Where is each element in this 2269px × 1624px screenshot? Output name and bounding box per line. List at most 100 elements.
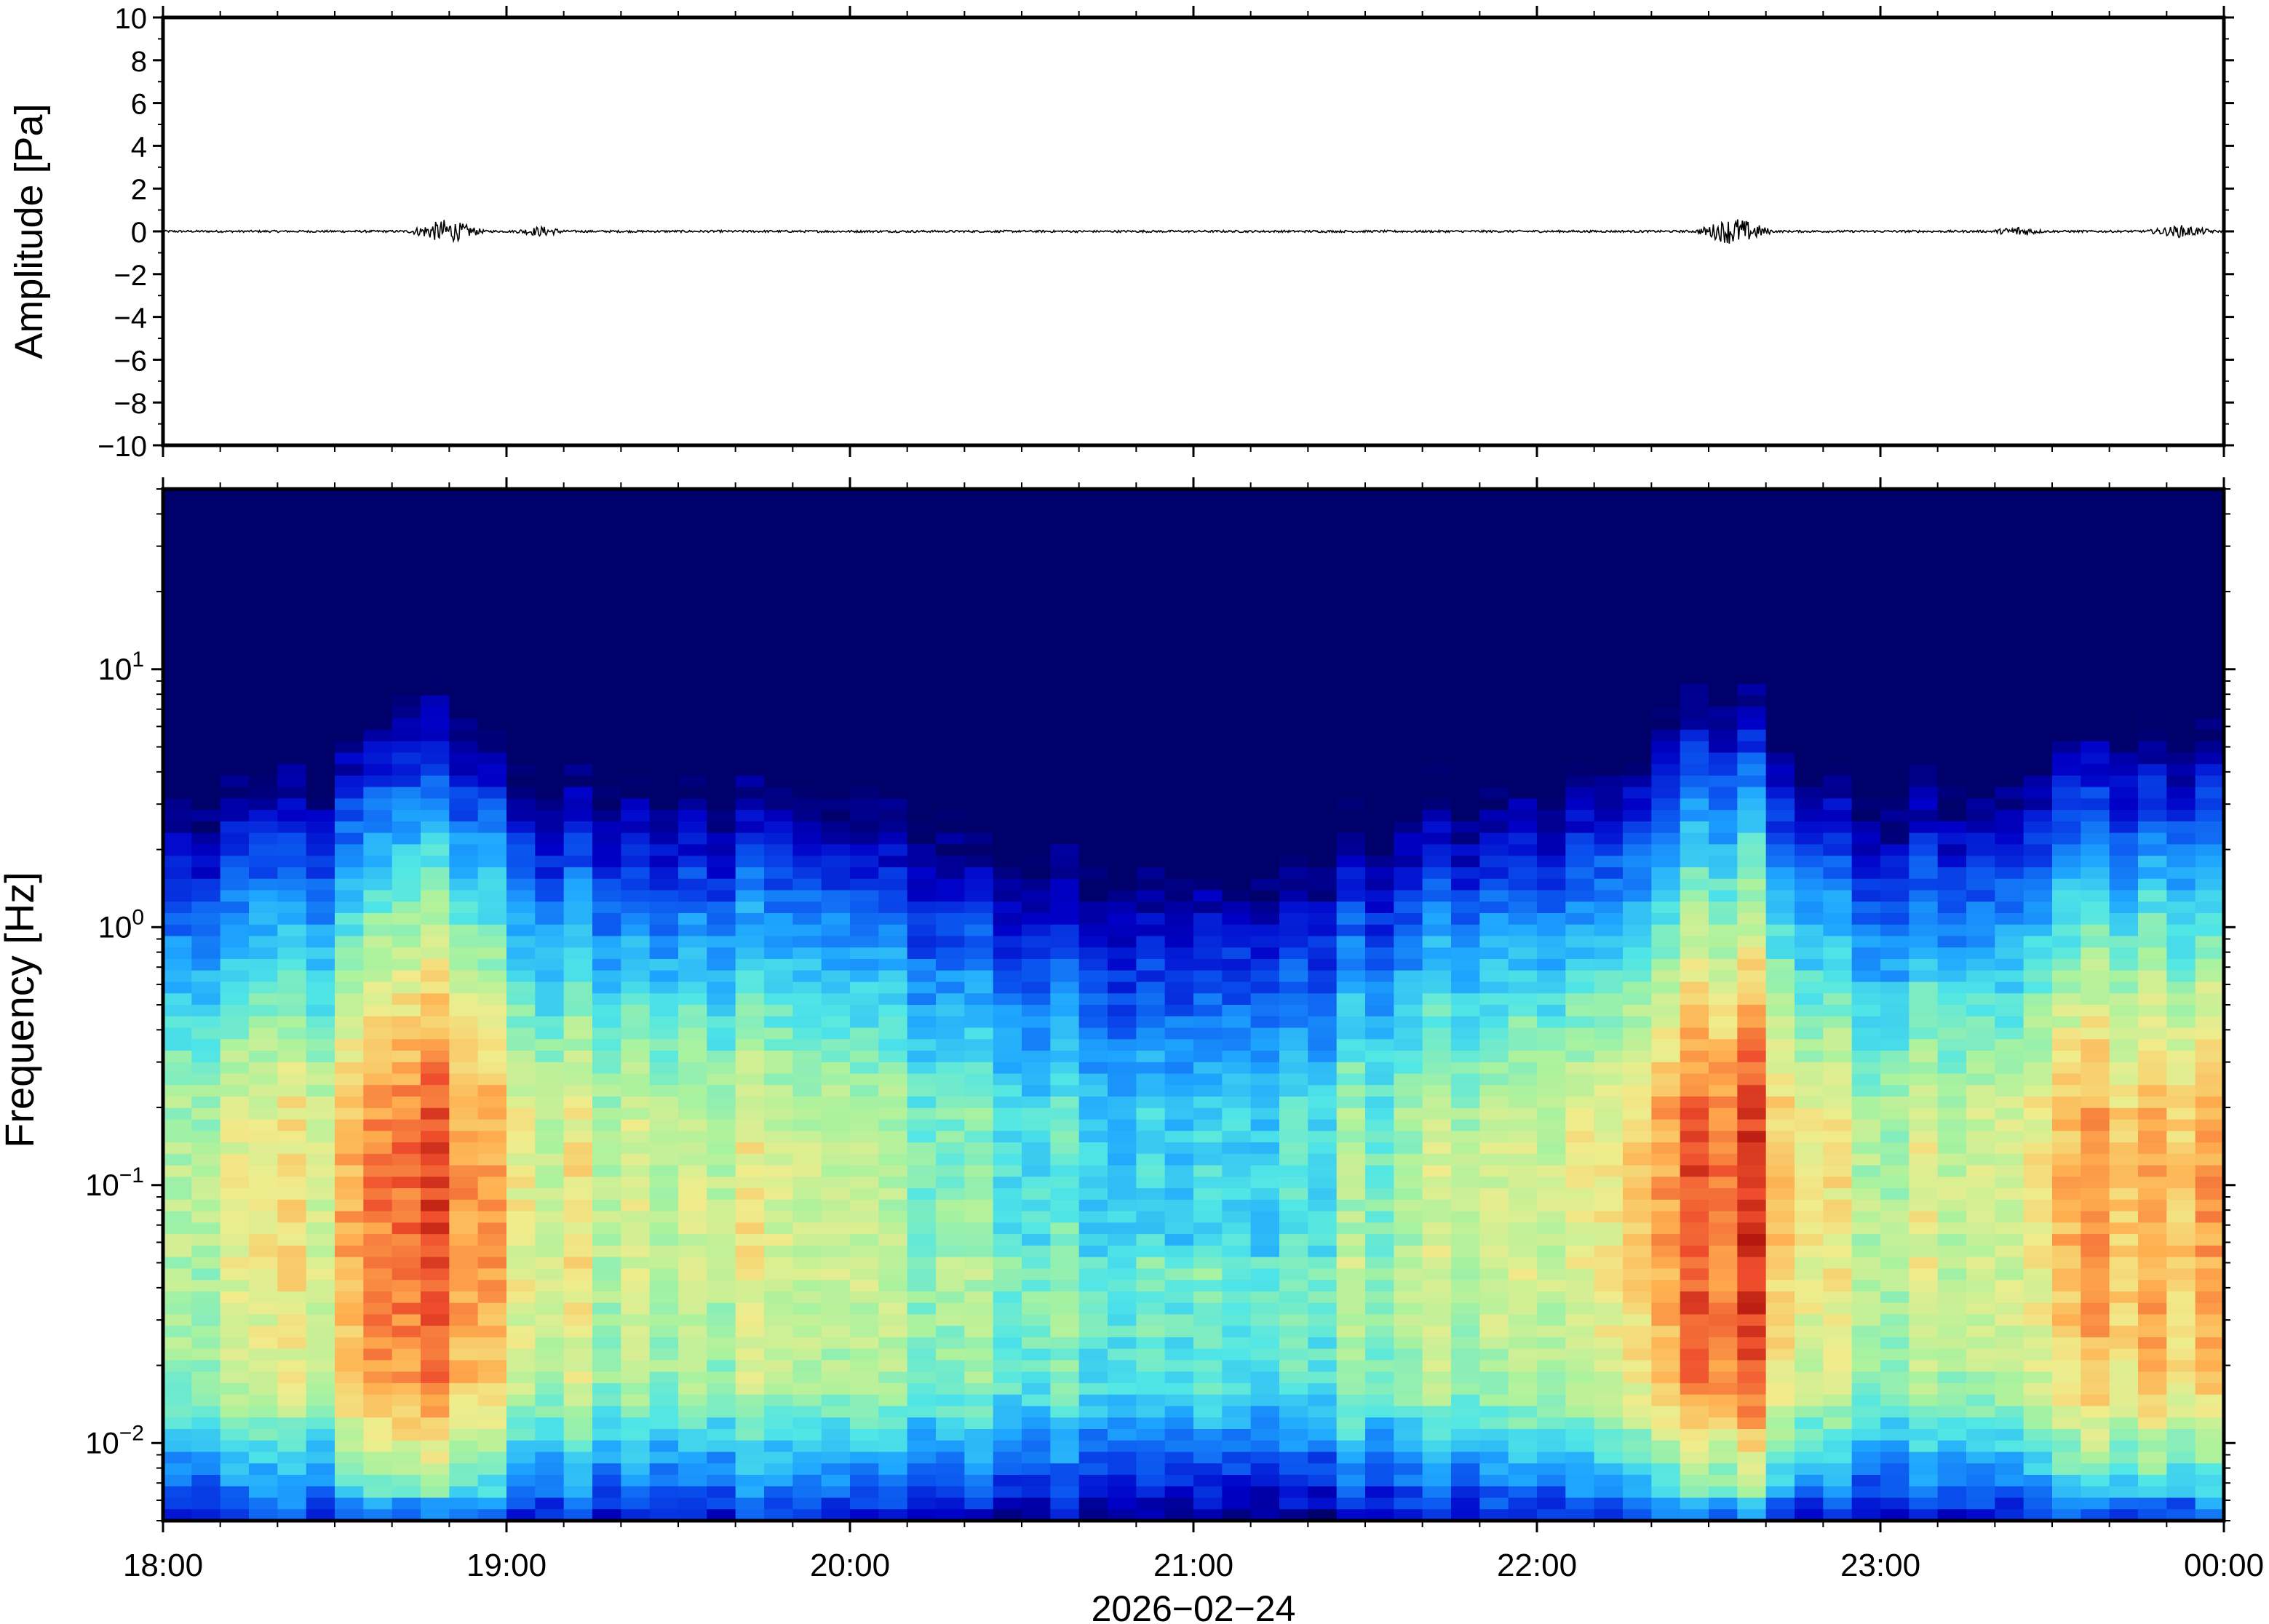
spectrogram-cell xyxy=(907,1291,937,1304)
spectrogram-cell xyxy=(477,1073,507,1086)
spectrogram-cell xyxy=(1594,1027,1624,1040)
spectrogram-cell xyxy=(163,867,193,880)
spectrogram-cell xyxy=(878,1406,908,1418)
spectrogram-cell xyxy=(1222,1073,1252,1086)
spectrogram-cell xyxy=(163,1486,193,1499)
spectrogram-cell xyxy=(1651,523,1681,536)
spectrogram-cell xyxy=(1451,1497,1481,1510)
spectrogram-cell xyxy=(1308,958,1338,971)
spectrogram-cell xyxy=(1651,592,1681,605)
spectrogram-cell xyxy=(449,1474,479,1487)
spectrogram-cell xyxy=(792,924,822,937)
spectrogram-cell xyxy=(421,683,450,696)
spectrogram-cell xyxy=(1022,901,1052,914)
spectrogram-cell xyxy=(792,1509,822,1521)
spectrogram-cell xyxy=(392,695,421,708)
spectrogram-cell xyxy=(1250,1486,1280,1499)
spectrogram-cell xyxy=(936,1360,966,1372)
spectrogram-cell xyxy=(1193,1314,1223,1326)
spectrogram-cell xyxy=(764,1016,794,1029)
spectrogram-cell xyxy=(1508,982,1538,995)
spectrogram-cell xyxy=(707,1142,736,1155)
spectrogram-cell xyxy=(1565,1016,1595,1029)
spectrogram-cell xyxy=(335,970,365,983)
spectrogram-cell xyxy=(621,1268,651,1281)
spectrogram-cell xyxy=(1365,1497,1395,1510)
spectrogram-cell xyxy=(707,1372,736,1384)
spectrogram-cell xyxy=(964,1073,994,1086)
spectrogram-cell xyxy=(449,1188,479,1201)
spectrogram-cell xyxy=(1164,489,1194,501)
spectrogram-cell xyxy=(1336,523,1366,536)
spectrogram-cell xyxy=(277,741,307,754)
spectrogram-cell xyxy=(1250,1119,1280,1132)
spectrogram-cell xyxy=(535,901,565,914)
spectrogram-cell xyxy=(477,1245,507,1258)
spectrogram-cell xyxy=(707,729,736,742)
spectrogram-cell xyxy=(1164,844,1194,856)
spectrogram-cell xyxy=(421,615,450,627)
spectrogram-cell xyxy=(1050,1394,1080,1407)
spectrogram-cell xyxy=(735,581,765,593)
spectrogram-cell xyxy=(1222,764,1252,776)
spectrogram-cell xyxy=(707,546,736,559)
spectrogram-cell xyxy=(1365,890,1395,902)
spectrogram-cell xyxy=(1022,832,1052,845)
spectrogram-cell xyxy=(163,947,193,960)
spectrogram-cell xyxy=(421,1039,450,1051)
spectrogram-cell xyxy=(764,1394,794,1407)
spectrogram-cell xyxy=(1250,1280,1280,1292)
spectrogram-cell xyxy=(249,1119,279,1132)
spectrogram-cell xyxy=(277,752,307,765)
spectrogram-cell xyxy=(1479,626,1509,639)
spectrogram-cell xyxy=(1222,1039,1252,1051)
spectrogram-cell xyxy=(277,1372,307,1384)
spectrogram-cell xyxy=(1422,878,1452,891)
spectrogram-cell xyxy=(1394,741,1423,754)
spectrogram-cell xyxy=(592,1222,622,1235)
spectrogram-cell xyxy=(1279,1268,1309,1281)
spectrogram-cell xyxy=(707,1234,736,1246)
spectrogram-cell xyxy=(735,947,765,960)
spectrogram-cell xyxy=(306,1073,335,1086)
spectrogram-cell xyxy=(1136,603,1166,616)
spectrogram-cell xyxy=(1136,890,1166,902)
spectrogram-cell xyxy=(1537,970,1567,983)
spectrogram-cell xyxy=(563,1348,593,1361)
spectrogram-cell xyxy=(563,810,593,822)
spectrogram-cell xyxy=(993,695,1022,708)
spectrogram-cell xyxy=(1394,1372,1423,1384)
spectrogram-cell xyxy=(850,661,880,673)
spectrogram-cell xyxy=(936,592,966,605)
spectrogram-cell xyxy=(621,569,651,581)
spectrogram-cell xyxy=(1537,993,1567,1006)
spectrogram-cell xyxy=(907,867,937,880)
spectrogram-cell xyxy=(1680,1039,1709,1051)
spectrogram-cell xyxy=(1250,1107,1280,1121)
spectrogram-cell xyxy=(1050,1027,1080,1040)
spectrogram-cell xyxy=(964,993,994,1006)
spectrogram-cell xyxy=(449,1165,479,1178)
spectrogram-cell xyxy=(1594,982,1624,995)
spectrogram-cell xyxy=(506,592,536,605)
spectrogram-cell xyxy=(936,1497,966,1510)
spectrogram-cell xyxy=(621,1131,651,1143)
spectrogram-cell xyxy=(1078,672,1108,685)
spectrogram-cell xyxy=(792,1360,822,1372)
spectrogram-cell xyxy=(163,1165,193,1178)
spectrogram-cell xyxy=(1365,936,1395,949)
spectrogram-cell xyxy=(449,764,479,776)
spectrogram-cell xyxy=(850,1119,880,1132)
spectrogram-cell xyxy=(649,982,679,995)
spectrogram-cell xyxy=(1250,1016,1280,1029)
spectrogram-cell xyxy=(1108,615,1137,627)
spectrogram-cell xyxy=(306,1039,335,1051)
spectrogram-cell xyxy=(1336,1245,1366,1258)
spectrogram-cell xyxy=(1279,1085,1309,1097)
spectrogram-cell xyxy=(363,1406,393,1418)
spectrogram-cell xyxy=(1594,867,1624,880)
spectrogram-cell xyxy=(1451,1474,1481,1487)
spectrogram-cell xyxy=(1078,649,1108,662)
spectrogram-cell xyxy=(163,1142,193,1155)
spectrogram-cell xyxy=(707,947,736,960)
